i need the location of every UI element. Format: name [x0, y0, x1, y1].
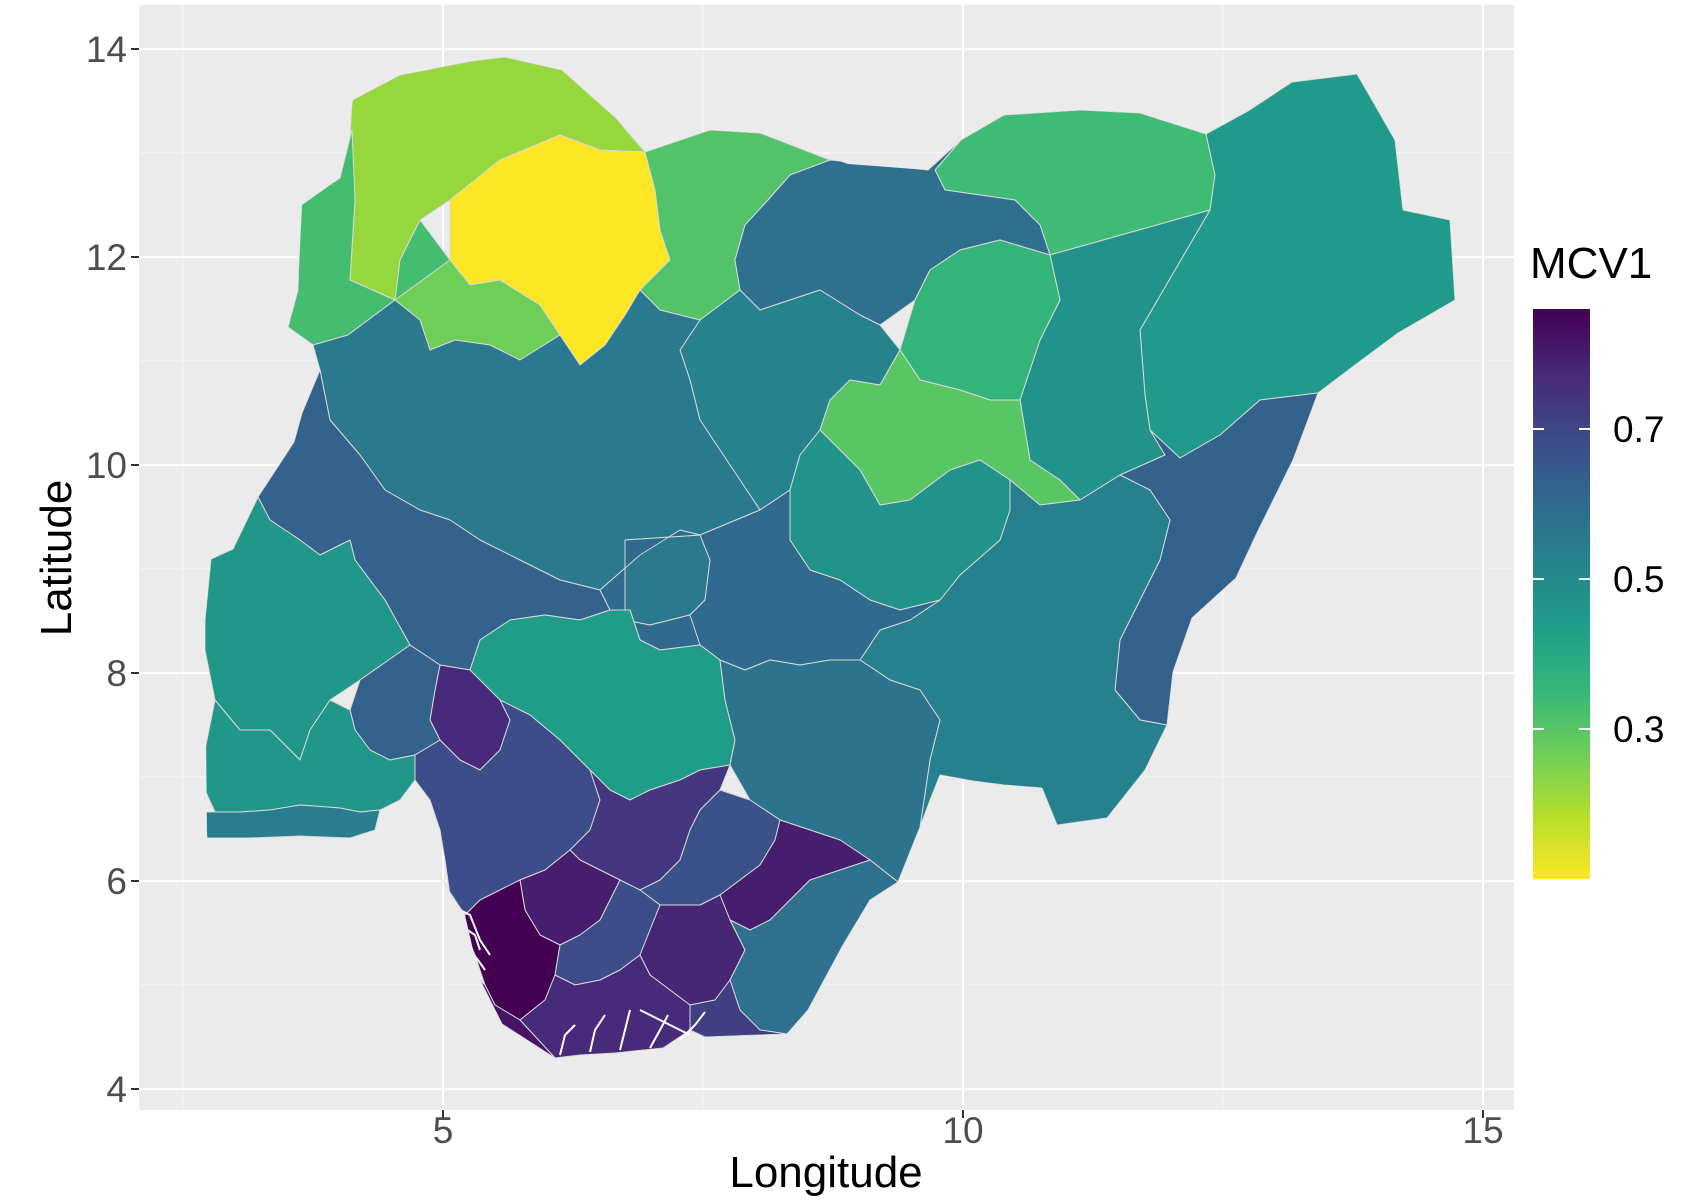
y-tick-label: 8 — [106, 653, 127, 694]
x-tick-label: 10 — [942, 1110, 983, 1151]
region-bayelsa — [479, 979, 556, 1058]
y-tick-label: 14 — [86, 29, 127, 70]
y-axis: 4 6 8 10 12 14 — [86, 29, 139, 1110]
region-layer — [205, 57, 1455, 1058]
x-axis-title: Longitude — [729, 1148, 922, 1197]
region-akwa-ibom — [689, 979, 788, 1038]
legend-colorbar — [1533, 309, 1590, 879]
legend: MCV1 0.3 0.5 0.7 — [1530, 239, 1664, 879]
y-tick-label: 4 — [106, 1069, 127, 1110]
region-benue — [719, 659, 941, 883]
y-tick-label: 6 — [106, 861, 127, 902]
region-lagos — [205, 804, 381, 839]
y-axis-title: Latitude — [32, 480, 81, 637]
x-tick-label: 15 — [1462, 1110, 1503, 1151]
region-rivers — [519, 954, 691, 1058]
x-tick-label: 5 — [433, 1110, 454, 1151]
legend-tick-label: 0.3 — [1613, 709, 1664, 750]
y-tick-label: 12 — [86, 237, 127, 278]
legend-ticks: 0.3 0.5 0.7 — [1533, 409, 1664, 750]
legend-tick-label: 0.7 — [1613, 409, 1664, 450]
legend-title: MCV1 — [1530, 239, 1652, 288]
y-tick-label: 10 — [86, 445, 127, 486]
x-axis: 5 10 15 — [433, 1110, 1504, 1151]
legend-tick-label: 0.5 — [1613, 559, 1664, 600]
